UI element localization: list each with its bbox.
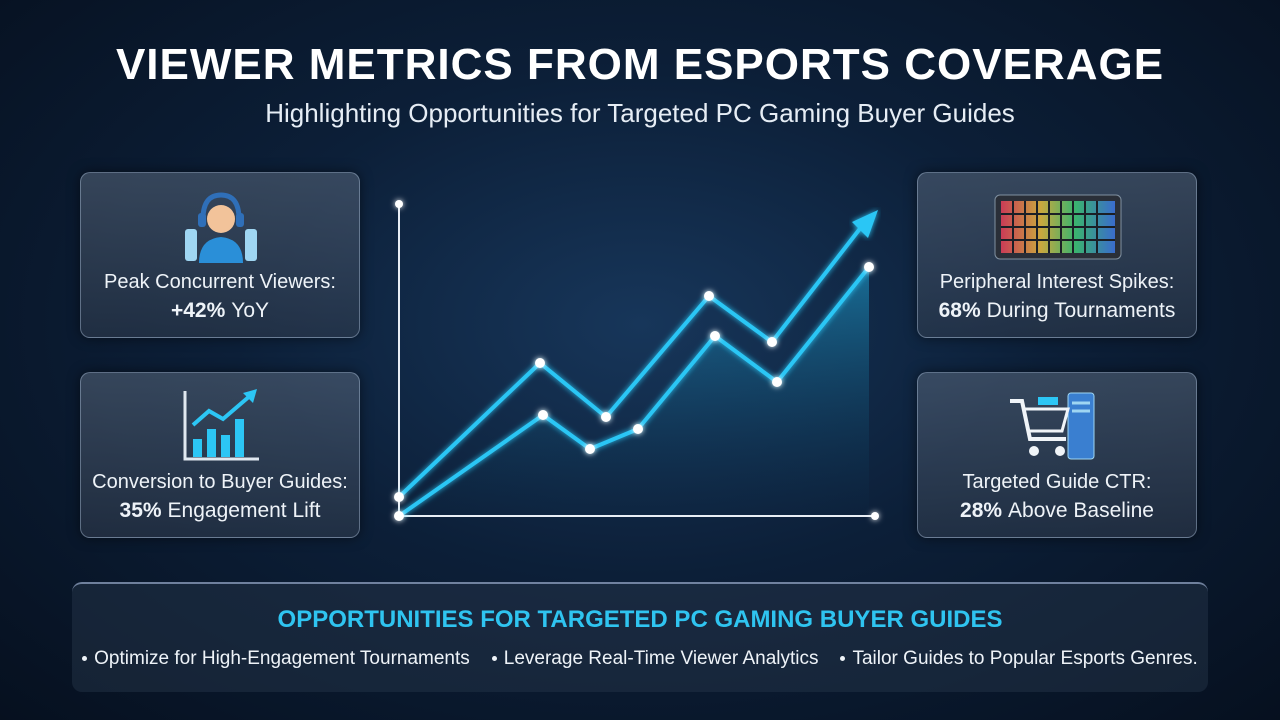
decoration (585, 444, 595, 454)
decoration: 28% Above Baseline (918, 499, 1196, 523)
decoration (207, 429, 216, 457)
decoration (199, 237, 243, 263)
card-highlight: 35% (119, 499, 162, 522)
bullet-text: Optimize for High-Engagement Tournaments (94, 648, 470, 669)
bullet-list: Optimize for High-Engagement Tournaments… (72, 648, 1208, 670)
decoration (191, 393, 253, 427)
card: Peak Concurrent Viewers: +42% YoY (80, 172, 360, 338)
icon-growth (183, 389, 259, 461)
decoration (710, 331, 720, 341)
decoration (245, 229, 257, 261)
panel-heading: OPPORTUNITIES FOR TARGETED PC GAMING BUY… (277, 606, 1003, 633)
upper-line (397, 224, 864, 499)
card: Peripheral Interest Spikes: 68% During To… (917, 172, 1197, 338)
card-label: Peripheral Interest Spikes: (939, 271, 1175, 293)
card-detail: YoY (231, 299, 270, 322)
card-detail: Engagement Lift (167, 499, 321, 522)
decoration (1010, 399, 1066, 441)
card-label: Conversion to Buyer Guides: (92, 471, 348, 493)
decoration (207, 205, 235, 233)
card-label: Targeted Guide CTR: (962, 471, 1152, 493)
decoration (491, 656, 497, 662)
card: Conversion to Buyer Guides: 35% Engagemen… (80, 372, 360, 538)
card-highlight: 28% (960, 499, 1003, 522)
decoration (221, 435, 230, 457)
bullet-text: Tailor Guides to Popular Esports Genres. (852, 648, 1198, 669)
decoration (864, 262, 874, 272)
decoration: +42% YoY (81, 299, 359, 323)
card-detail: Above Baseline (1008, 499, 1154, 522)
decoration: 35% Engagement Lift (81, 499, 359, 523)
decoration (395, 200, 403, 208)
arrow-head (852, 210, 878, 238)
decoration (840, 656, 846, 662)
card-detail: During Tournaments (986, 299, 1176, 322)
decoration (198, 213, 206, 227)
card-highlight: 68% (938, 299, 981, 322)
icon-keyboard (994, 194, 1122, 260)
decoration (704, 291, 714, 301)
decoration (871, 512, 879, 520)
decoration (236, 213, 244, 227)
decoration (772, 377, 782, 387)
bullet-text: Leverage Real-Time Viewer Analytics (503, 648, 819, 669)
decoration (193, 439, 202, 457)
decoration (183, 391, 259, 461)
decoration: 68% During Tournaments (918, 299, 1196, 323)
decoration (1001, 201, 1115, 253)
decoration (82, 656, 88, 662)
decoration (1024, 407, 1070, 433)
card: Targeted Guide CTR: 28% Above Baseline (917, 372, 1197, 538)
subtitle: Highlighting Opportunities for Targeted … (265, 98, 1015, 128)
decoration (538, 410, 548, 420)
bullet-item: Leverage Real-Time Viewer Analytics (491, 648, 819, 670)
decoration (601, 412, 611, 422)
decoration (200, 192, 242, 220)
points (394, 200, 879, 521)
decoration (1029, 446, 1039, 456)
decoration (1055, 446, 1065, 456)
decoration (633, 424, 643, 434)
area (399, 267, 869, 516)
decoration (767, 337, 777, 347)
icon-viewer (185, 192, 257, 263)
bullet-item: Tailor Guides to Popular Esports Genres. (840, 648, 1198, 670)
icon-cart (1010, 392, 1095, 460)
decoration (243, 389, 257, 403)
decoration (394, 492, 404, 502)
decoration (235, 419, 244, 457)
card-label: Peak Concurrent Viewers: (104, 271, 336, 293)
card-highlight: +42% (170, 299, 226, 322)
opportunities-panel: OPPORTUNITIES FOR TARGETED PC GAMING BUY… (72, 582, 1208, 692)
bullet-item: Optimize for High-Engagement Tournaments (82, 648, 470, 670)
decoration (394, 511, 404, 521)
decoration (535, 358, 545, 368)
decoration (185, 229, 197, 261)
decoration (1038, 397, 1058, 405)
title: VIEWER METRICS FROM ESPORTS COVERAGE (115, 40, 1165, 89)
